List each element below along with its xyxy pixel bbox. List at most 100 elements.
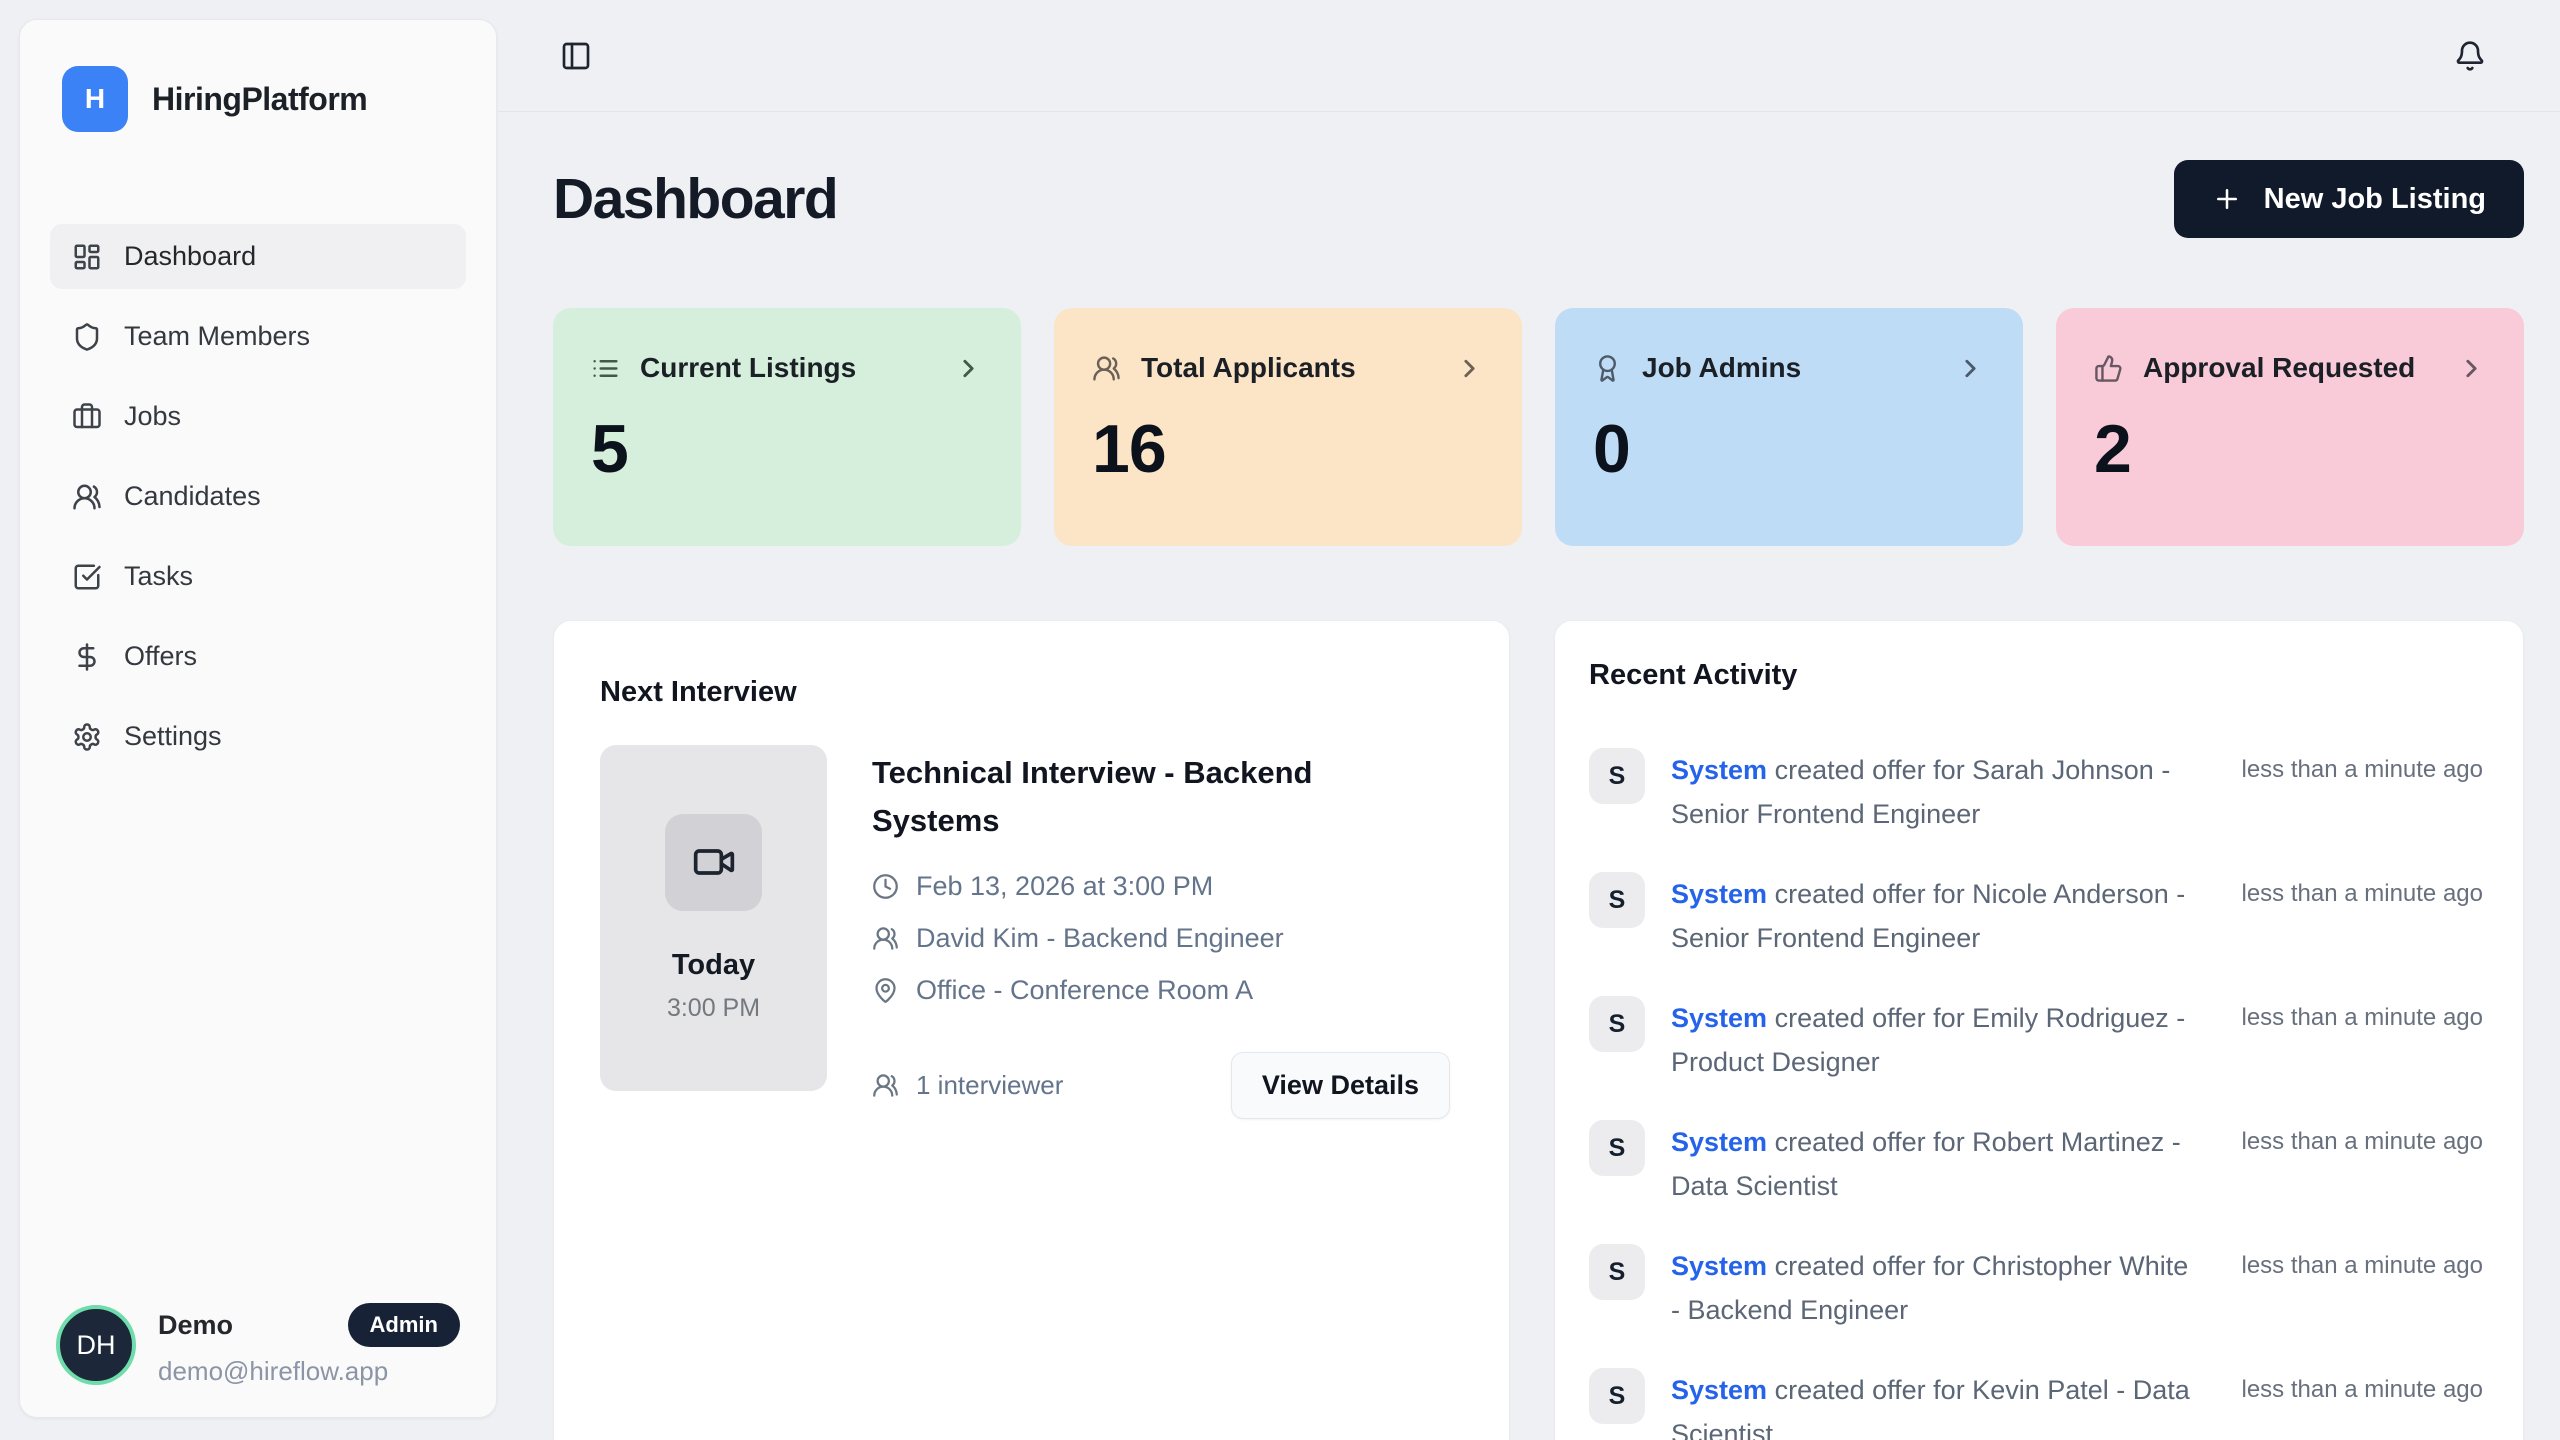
- activity-actor[interactable]: System: [1671, 879, 1768, 909]
- activity-item: S System created offer for Robert Martin…: [1589, 1120, 2483, 1208]
- page-title: Dashboard: [553, 167, 839, 231]
- square-check-icon: [74, 564, 101, 589]
- sidebar-item-offers[interactable]: Offers: [50, 624, 466, 689]
- activity-actor[interactable]: System: [1671, 1375, 1768, 1405]
- sidebar-toggle-button[interactable]: [560, 40, 592, 72]
- activity-timestamp: less than a minute ago: [2241, 1252, 2484, 1279]
- interviewer-count: 1 interviewer: [916, 1070, 1064, 1100]
- interview-title: Technical Interview - Backend Systems: [872, 755, 1313, 838]
- view-details-button[interactable]: View Details: [1230, 1052, 1450, 1119]
- users-icon: [873, 927, 898, 950]
- sidebar-item-tasks[interactable]: Tasks: [50, 544, 466, 609]
- sidebar-item-dashboard[interactable]: Dashboard: [50, 224, 466, 289]
- users-icon: [873, 1074, 898, 1097]
- user-profile[interactable]: DH Demo Admin demo@hireflow.app: [50, 1303, 466, 1387]
- stat-label: Job Admins: [1642, 352, 1802, 383]
- sidebar-item-label: Settings: [124, 721, 222, 751]
- activity-avatar: S: [1589, 1120, 1645, 1176]
- activity-text: System created offer for Christopher Whi…: [1671, 1251, 2189, 1325]
- topbar: [498, 0, 2560, 112]
- chevron-right-icon: [2466, 359, 2477, 377]
- recent-activity-title: Recent Activity: [1589, 659, 1798, 691]
- activity-timestamp: less than a minute ago: [2241, 1004, 2484, 1031]
- activity-timestamp: less than a minute ago: [2241, 1128, 2484, 1155]
- gear-icon: [74, 722, 100, 751]
- thumbs-up-icon: [2095, 354, 2122, 382]
- sidebar-item-team-members[interactable]: Team Members: [50, 304, 466, 369]
- activity-item: S System created offer for Nicole Anders…: [1589, 872, 2483, 960]
- activity-list: S System created offer for Sarah Johnson…: [1589, 748, 2483, 1440]
- interview-person: David Kim - Backend Engineer: [916, 923, 1284, 953]
- sidebar-item-label: Dashboard: [124, 241, 257, 271]
- avatar: DH: [56, 1305, 136, 1385]
- sidebar-item-jobs[interactable]: Jobs: [50, 384, 466, 449]
- activity-actor[interactable]: System: [1671, 1127, 1768, 1157]
- stat-card-job-admins[interactable]: Job Admins 0: [1555, 308, 2023, 546]
- activity-text: System created offer for Robert Martinez…: [1671, 1127, 2181, 1201]
- notifications-button[interactable]: [2454, 40, 2486, 72]
- sidebar-item-label: Tasks: [124, 561, 194, 591]
- briefcase-icon: [73, 402, 101, 428]
- interview-location: Office - Conference Room A: [916, 975, 1254, 1005]
- activity-timestamp: less than a minute ago: [2241, 1376, 2484, 1403]
- shield-icon: [75, 322, 99, 351]
- stats-row: Current Listings 5 Total Applicants 16 J…: [553, 308, 2524, 546]
- activity-actor[interactable]: System: [1671, 755, 1768, 785]
- activity-item: S System created offer for Sarah Johnson…: [1589, 748, 2483, 836]
- activity-text: System created offer for Kevin Patel - D…: [1671, 1375, 2190, 1440]
- award-icon: [1599, 354, 1616, 382]
- activity-avatar: S: [1589, 748, 1645, 804]
- page-content: Dashboard New Job Listing Current Listin…: [498, 160, 2560, 1440]
- stat-value: 5: [591, 411, 629, 487]
- recent-activity-panel: Recent Activity S System created offer f…: [1554, 620, 2524, 1440]
- chevron-right-icon: [1464, 359, 1475, 377]
- activity-avatar: S: [1589, 1244, 1645, 1300]
- users-icon: [73, 484, 101, 509]
- interview-datetime: Feb 13, 2026 at 3:00 PM: [916, 871, 1214, 901]
- stat-label: Total Applicants: [1141, 352, 1356, 383]
- stat-card-current-listings[interactable]: Current Listings 5: [553, 308, 1021, 546]
- sidebar-item-label: Candidates: [124, 481, 261, 511]
- interview-time: 3:00 PM: [666, 993, 761, 1022]
- next-interview-panel: Next Interview Today 3:00 PM Technical I…: [553, 620, 1510, 1440]
- chevron-right-icon: [1965, 359, 1976, 377]
- app-name: HiringPlatform: [152, 80, 368, 117]
- user-email: demo@hireflow.app: [158, 1356, 389, 1386]
- activity-actor[interactable]: System: [1671, 1003, 1768, 1033]
- activity-timestamp: less than a minute ago: [2241, 756, 2484, 783]
- new-job-listing-button[interactable]: New Job Listing: [2173, 160, 2524, 238]
- sidebar-nav: Dashboard Team Members Jobs Candidates T…: [50, 224, 466, 769]
- next-interview-title: Next Interview: [600, 676, 797, 708]
- sidebar-item-label: Jobs: [124, 401, 182, 431]
- activity-actor[interactable]: System: [1671, 1251, 1768, 1281]
- stat-label: Approval Requested: [2143, 352, 2416, 383]
- sidebar-item-label: Offers: [124, 641, 198, 671]
- activity-text: System created offer for Emily Rodriguez…: [1671, 1003, 2186, 1077]
- sidebar-item-label: Team Members: [124, 321, 311, 351]
- user-name: Demo: [158, 1309, 234, 1340]
- stat-value: 0: [1593, 411, 1631, 487]
- chevron-right-icon: [963, 359, 974, 377]
- activity-avatar: S: [1589, 872, 1645, 928]
- sidebar-item-settings[interactable]: Settings: [50, 704, 466, 769]
- interview-day: Today: [671, 948, 756, 981]
- video-icon-tile: [665, 813, 762, 911]
- users-icon: [1093, 355, 1120, 381]
- main-area: Dashboard New Job Listing Current Listin…: [498, 0, 2560, 1440]
- panel-left-icon: [562, 42, 590, 69]
- list-icon: [593, 359, 618, 377]
- stat-value: 16: [1092, 411, 1167, 487]
- sidebar: H HiringPlatform Dashboard Team Members …: [19, 19, 497, 1418]
- sidebar-item-candidates[interactable]: Candidates: [50, 464, 466, 529]
- plus-icon: [2216, 189, 2237, 209]
- activity-avatar: S: [1589, 1368, 1645, 1424]
- app-logo-icon: H: [62, 66, 128, 132]
- stat-label: Current Listings: [640, 352, 857, 383]
- activity-text: System created offer for Sarah Johnson -…: [1671, 755, 2171, 829]
- stat-value: 2: [2094, 411, 2132, 487]
- activity-avatar: S: [1589, 996, 1645, 1052]
- dollar-sign-icon: [78, 642, 96, 671]
- stat-card-total-applicants[interactable]: Total Applicants 16: [1054, 308, 1522, 546]
- map-pin-icon: [875, 978, 896, 1003]
- stat-card-approval-requested[interactable]: Approval Requested 2: [2056, 308, 2524, 546]
